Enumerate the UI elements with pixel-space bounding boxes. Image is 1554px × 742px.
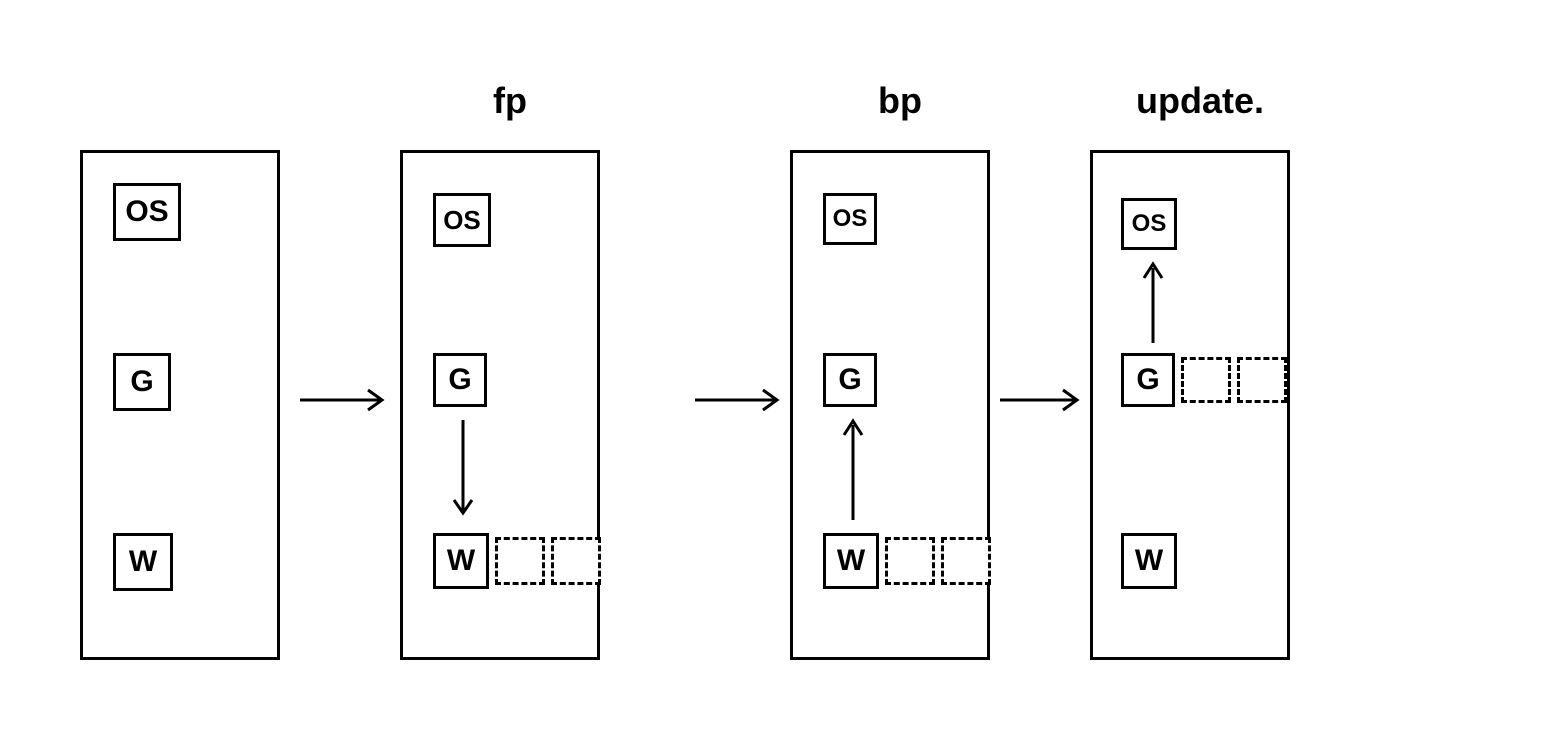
dashed-w-shard-1 [885,537,935,585]
arrow-fp-to-bp [695,385,790,415]
panel-bp: OS G W [790,150,990,660]
box-g: G [1121,353,1175,407]
dashed-w-shard-2 [941,537,991,585]
box-w: W [113,533,173,591]
label-fp: fp [470,80,550,122]
box-w: W [1121,533,1177,589]
box-os: OS [1121,198,1177,250]
label-bp: bp [860,80,940,122]
panel-update: OS G W [1090,150,1290,660]
box-os: OS [433,193,491,247]
panel-fp: OS G W [400,150,600,660]
dashed-g-shard-2 [1237,357,1287,403]
arrow-g-to-os-up [1138,258,1168,348]
dashed-w-shard-2 [551,537,601,585]
dashed-g-shard-1 [1181,357,1231,403]
arrow-g-to-w-down [448,415,478,525]
arrow-initial-to-fp [300,385,395,415]
arrow-bp-to-update [1000,385,1090,415]
label-update: update. [1130,80,1270,122]
dashed-w-shard-1 [495,537,545,585]
box-g: G [433,353,487,407]
box-g: G [113,353,171,411]
box-w: W [433,533,489,589]
box-os: OS [823,193,877,245]
panel-initial: OS G W [80,150,280,660]
box-os: OS [113,183,181,241]
box-w: W [823,533,879,589]
box-g: G [823,353,877,407]
arrow-w-to-g-up [838,415,868,525]
training-pipeline-diagram: fp bp update. OS G W OS G W OS G W [0,0,1554,742]
